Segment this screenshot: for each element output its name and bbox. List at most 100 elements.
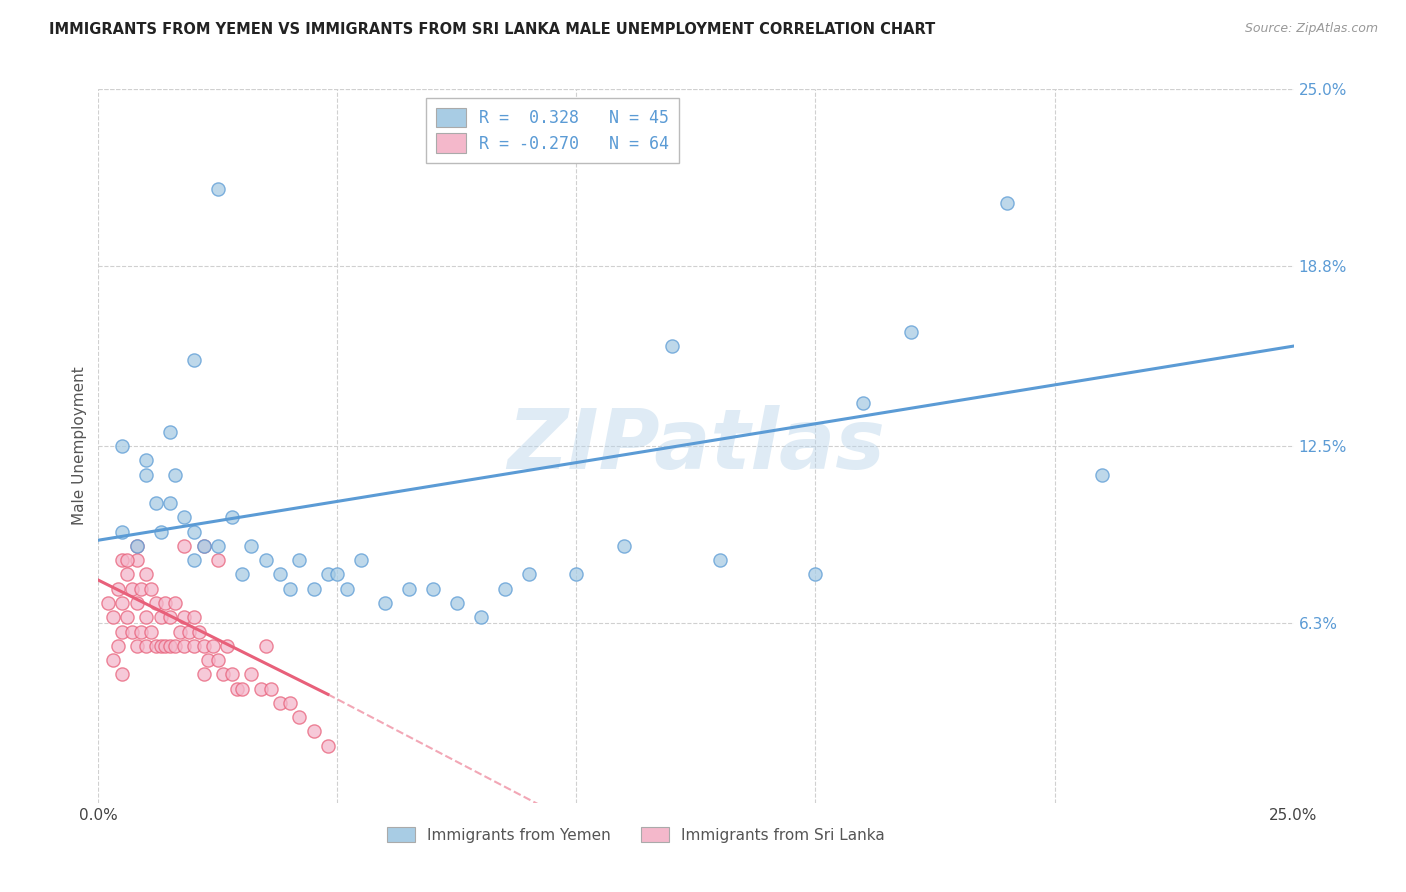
Point [183,353,205,368]
Point [179,624,201,639]
Point [217,639,239,653]
Point [207,553,229,567]
Point [111,439,134,453]
Point [278,582,301,596]
Point [115,610,138,624]
Point [254,553,277,567]
Point [1091,467,1114,482]
Point [111,553,134,567]
Point [173,610,195,624]
Point [288,553,311,567]
Point [159,639,181,653]
Y-axis label: Male Unemployment: Male Unemployment [72,367,87,525]
Point [101,610,124,624]
Point [900,325,922,339]
Point [804,567,827,582]
Point [169,624,191,639]
Point [115,553,138,567]
Point [336,582,359,596]
Point [149,610,172,624]
Point [149,639,172,653]
Point [211,667,233,681]
Point [207,539,229,553]
Point [613,539,636,553]
Point [231,567,253,582]
Point [250,681,273,696]
Point [159,425,181,439]
Point [278,696,301,710]
Point [231,681,253,696]
Point [125,639,148,653]
Point [101,653,124,667]
Point [183,553,205,567]
Point [995,196,1018,211]
Point [125,553,148,567]
Text: ZIPatlas: ZIPatlas [508,406,884,486]
Point [145,596,167,610]
Point [254,639,277,653]
Point [207,653,229,667]
Point [193,539,215,553]
Point [121,582,143,596]
Point [288,710,311,724]
Point [173,539,195,553]
Point [226,681,249,696]
Point [155,596,177,610]
Point [125,539,148,553]
Point [517,567,540,582]
Point [269,696,291,710]
Point [155,639,177,653]
Point [661,339,683,353]
Text: IMMIGRANTS FROM YEMEN VS IMMIGRANTS FROM SRI LANKA MALE UNEMPLOYMENT CORRELATION: IMMIGRANTS FROM YEMEN VS IMMIGRANTS FROM… [49,22,935,37]
Point [139,582,162,596]
Point [709,553,731,567]
Legend: Immigrants from Yemen, Immigrants from Sri Lanka: Immigrants from Yemen, Immigrants from S… [381,821,891,848]
Text: Source: ZipAtlas.com: Source: ZipAtlas.com [1244,22,1378,36]
Point [139,624,162,639]
Point [111,667,134,681]
Point [97,596,120,610]
Point [121,624,143,639]
Point [183,610,205,624]
Point [240,667,263,681]
Point [221,667,243,681]
Point [565,567,588,582]
Point [107,582,129,596]
Point [135,467,157,482]
Point [173,510,195,524]
Point [316,739,339,753]
Point [125,539,148,553]
Point [131,582,153,596]
Point [159,496,181,510]
Point [111,524,134,539]
Point [494,582,516,596]
Point [197,653,219,667]
Point [145,496,167,510]
Point [131,624,153,639]
Point [163,639,186,653]
Point [107,639,129,653]
Point [446,596,468,610]
Point [350,553,373,567]
Point [374,596,396,610]
Point [202,639,225,653]
Point [115,567,138,582]
Point [422,582,444,596]
Point [259,681,281,696]
Point [187,624,209,639]
Point [183,639,205,653]
Point [135,567,157,582]
Point [135,639,157,653]
Point [240,539,263,553]
Point [111,624,134,639]
Point [852,396,875,410]
Point [316,567,339,582]
Point [302,582,325,596]
Point [470,610,492,624]
Point [173,639,195,653]
Point [163,467,186,482]
Point [145,639,167,653]
Point [398,582,420,596]
Point [207,182,229,196]
Point [193,539,215,553]
